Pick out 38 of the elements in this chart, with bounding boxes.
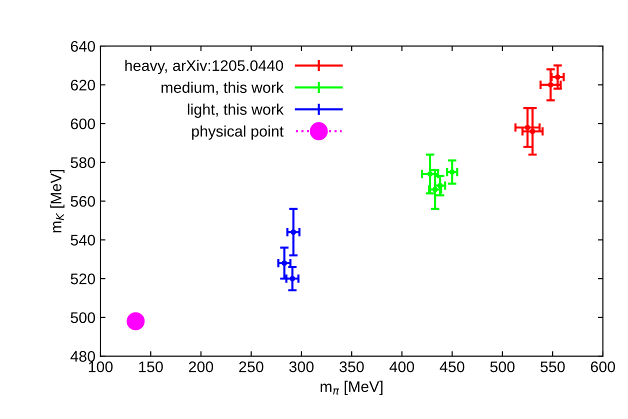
x-tick-label: 250 (239, 361, 264, 372)
x-tick-label: 400 (390, 361, 414, 372)
point (126, 312, 145, 330)
y-axis-title: m$_{K}$ [MeV] (50, 170, 64, 232)
y-tick-label: 520 (70, 274, 96, 284)
y-tick-label: 580 (70, 157, 96, 168)
point (530, 128, 536, 134)
y-tick-label: 620 (70, 80, 96, 91)
x-tick-label: 300 (289, 361, 314, 372)
point (548, 82, 554, 88)
legend-label: light, this work (188, 104, 284, 118)
y-tick-label: 480 (70, 351, 96, 362)
point (290, 229, 296, 235)
legend-label: medium, this work (162, 82, 284, 95)
x-tick-label: 100 (88, 361, 113, 372)
x-axis-title: m$_{π}$ [MeV] (320, 380, 382, 396)
y-tick-label: 560 (70, 196, 96, 207)
x-tick-label: 150 (139, 361, 163, 372)
legend-label: physical point (192, 125, 284, 140)
point (282, 260, 288, 266)
point (427, 171, 433, 177)
y-tick-label: 540 (70, 234, 96, 246)
x-tick-label: 200 (188, 361, 214, 372)
point (524, 124, 530, 130)
y-tick-label: 640 (70, 40, 96, 52)
x-tick-label: 350 (340, 361, 364, 372)
point (449, 169, 455, 175)
y-tick-label: 500 (70, 312, 96, 324)
point (554, 74, 560, 80)
x-tick-label: 600 (590, 361, 616, 372)
x-tick-label: 450 (440, 361, 464, 372)
x-tick-label: 550 (540, 361, 565, 372)
legend-label: heavy, arXiv:1205.0440 (125, 60, 284, 74)
point (437, 182, 443, 188)
point (290, 276, 296, 282)
point (432, 186, 438, 192)
x-tick-label: 500 (490, 361, 515, 372)
y-tick-label: 600 (70, 118, 96, 130)
